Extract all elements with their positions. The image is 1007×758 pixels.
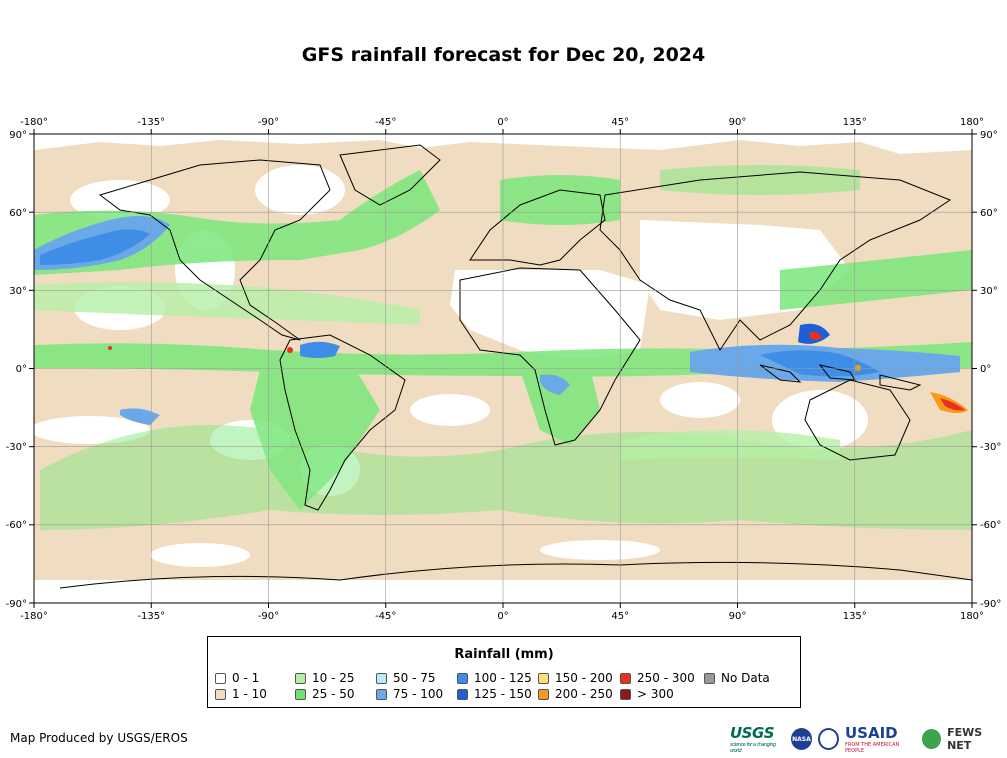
legend-label: > 300 <box>637 687 674 701</box>
legend-item: 100 - 125 <box>457 671 532 685</box>
tick-marks <box>29 129 977 608</box>
usaid-logo-text: USAID <box>844 724 898 742</box>
legend-label: 0 - 1 <box>232 671 260 685</box>
legend-item: 50 - 75 <box>376 671 436 685</box>
lat-label: -30° <box>6 442 27 453</box>
lon-label: 90° <box>729 117 747 128</box>
legend-item: 25 - 50 <box>295 687 355 701</box>
legend-swatch <box>295 688 306 700</box>
lon-label: 45° <box>611 117 629 128</box>
lat-label: -30° <box>980 442 1001 453</box>
legend-label: 10 - 25 <box>312 671 355 685</box>
legend-label: 100 - 125 <box>474 671 532 685</box>
lon-label: 90° <box>729 611 747 622</box>
legend-item: 0 - 1 <box>215 671 259 685</box>
lon-label: -45° <box>375 611 396 622</box>
legend-swatch <box>295 672 306 684</box>
legend-item: > 300 <box>620 687 674 701</box>
legend-item: No Data <box>704 671 770 685</box>
rainfall-legend: Rainfall (mm) 0 - 1 1 - 10 10 - 25 25 - 50 5… <box>207 636 801 708</box>
lon-label: 0° <box>497 117 508 128</box>
lat-label: -60° <box>6 520 27 531</box>
legend-swatch <box>538 688 549 700</box>
legend-label: 250 - 300 <box>637 671 695 685</box>
map-title: GFS rainfall forecast for Dec 20, 2024 <box>301 44 706 66</box>
lon-label: 135° <box>843 117 867 128</box>
legend-label: 50 - 75 <box>393 671 436 685</box>
legend-swatch <box>704 672 715 684</box>
legend-item: 150 - 200 <box>538 671 613 685</box>
lat-label: 30° <box>980 286 998 297</box>
lon-label: 135° <box>843 611 867 622</box>
legend-swatch <box>215 688 226 700</box>
lat-label: -60° <box>980 520 1001 531</box>
usgs-logo-text: USGS <box>730 724 775 742</box>
lon-label: -90° <box>258 611 279 622</box>
legend-item: 10 - 25 <box>295 671 355 685</box>
lat-label: -90° <box>980 599 1001 610</box>
usaid-seal-icon <box>817 728 839 750</box>
lat-label: 0° <box>980 364 991 375</box>
rain-band-200-300 <box>108 331 968 413</box>
lon-label: -135° <box>137 117 165 128</box>
lon-label: 180° <box>960 117 984 128</box>
legend-label: 1 - 10 <box>232 687 267 701</box>
legend-label: 200 - 250 <box>555 687 613 701</box>
lon-label: -180° <box>20 611 48 622</box>
legend-title: Rainfall (mm) <box>454 647 554 662</box>
legend-label: 25 - 50 <box>312 687 355 701</box>
lat-label: 90° <box>980 130 998 141</box>
nasa-logo: NASA <box>791 728 812 750</box>
lat-label: 30° <box>9 286 27 297</box>
legend-swatch <box>457 672 468 684</box>
legend-label: 75 - 100 <box>393 687 444 701</box>
rain-band-10-25 <box>34 282 840 460</box>
lat-label: 60° <box>9 208 27 219</box>
lat-label: -90° <box>6 599 27 610</box>
legend-swatch <box>620 672 631 684</box>
lon-labels-top: -180° -135° -90° -45° 0° 45° 90° 135° 18… <box>20 117 984 128</box>
lat-label: 90° <box>9 130 27 141</box>
lon-label: -45° <box>375 117 396 128</box>
rain-band-75-150 <box>34 216 960 425</box>
legend-swatch <box>376 688 387 700</box>
usgs-logo: USGS science for a changing world <box>730 724 785 754</box>
legend-item: 200 - 250 <box>538 687 613 701</box>
lon-labels-bottom: -180° -135° -90° -45° 0° 45° 90° 135° 18… <box>20 611 984 622</box>
map-credit: Map Produced by USGS/EROS <box>10 731 188 745</box>
lon-label: -90° <box>258 117 279 128</box>
usgs-tagline: science for a changing world <box>730 742 776 754</box>
usaid-logo: USAID FROM THE AMERICAN PEOPLE <box>845 724 916 754</box>
lat-labels-right: 90° 60° 30° 0° -30° -60° -90° <box>980 130 1001 610</box>
legend-item: 75 - 100 <box>376 687 443 701</box>
lon-label: -135° <box>137 611 165 622</box>
lon-label: -180° <box>20 117 48 128</box>
lat-label: 60° <box>980 208 998 219</box>
graticule <box>34 134 972 603</box>
legend-label: 150 - 200 <box>555 671 613 685</box>
legend-item: 250 - 300 <box>620 671 695 685</box>
legend-swatch <box>620 688 631 700</box>
lon-label: 0° <box>497 611 508 622</box>
fews-net-logo: FEWS NET <box>947 726 983 752</box>
lon-label: 45° <box>611 611 629 622</box>
continent-outlines <box>59 144 972 589</box>
legend-swatch <box>457 688 468 700</box>
usaid-tagline: FROM THE AMERICAN PEOPLE <box>844 742 900 754</box>
legend-item: 125 - 150 <box>457 687 532 701</box>
lat-labels-left: 90° 60° 30° 0° -30° -60° -90° <box>6 130 27 610</box>
legend-item: 1 - 10 <box>215 687 267 701</box>
legend-swatch <box>538 672 549 684</box>
fews-globe-icon <box>922 729 942 749</box>
partner-logos: USGS science for a changing world NASA U… <box>730 724 1007 754</box>
legend-swatch <box>215 672 226 684</box>
lon-label: 180° <box>960 611 984 622</box>
map-panel: -180° -135° -90° -45° 0° 45° 90° 135° 18… <box>0 110 1007 625</box>
legend-label: No Data <box>721 671 770 685</box>
legend-label: 125 - 150 <box>474 687 532 701</box>
legend-swatch <box>376 672 387 684</box>
lat-label: 0° <box>16 364 27 375</box>
rainfall-map: -180° -135° -90° -45° 0° 45° 90° 135° 18… <box>6 117 1002 622</box>
